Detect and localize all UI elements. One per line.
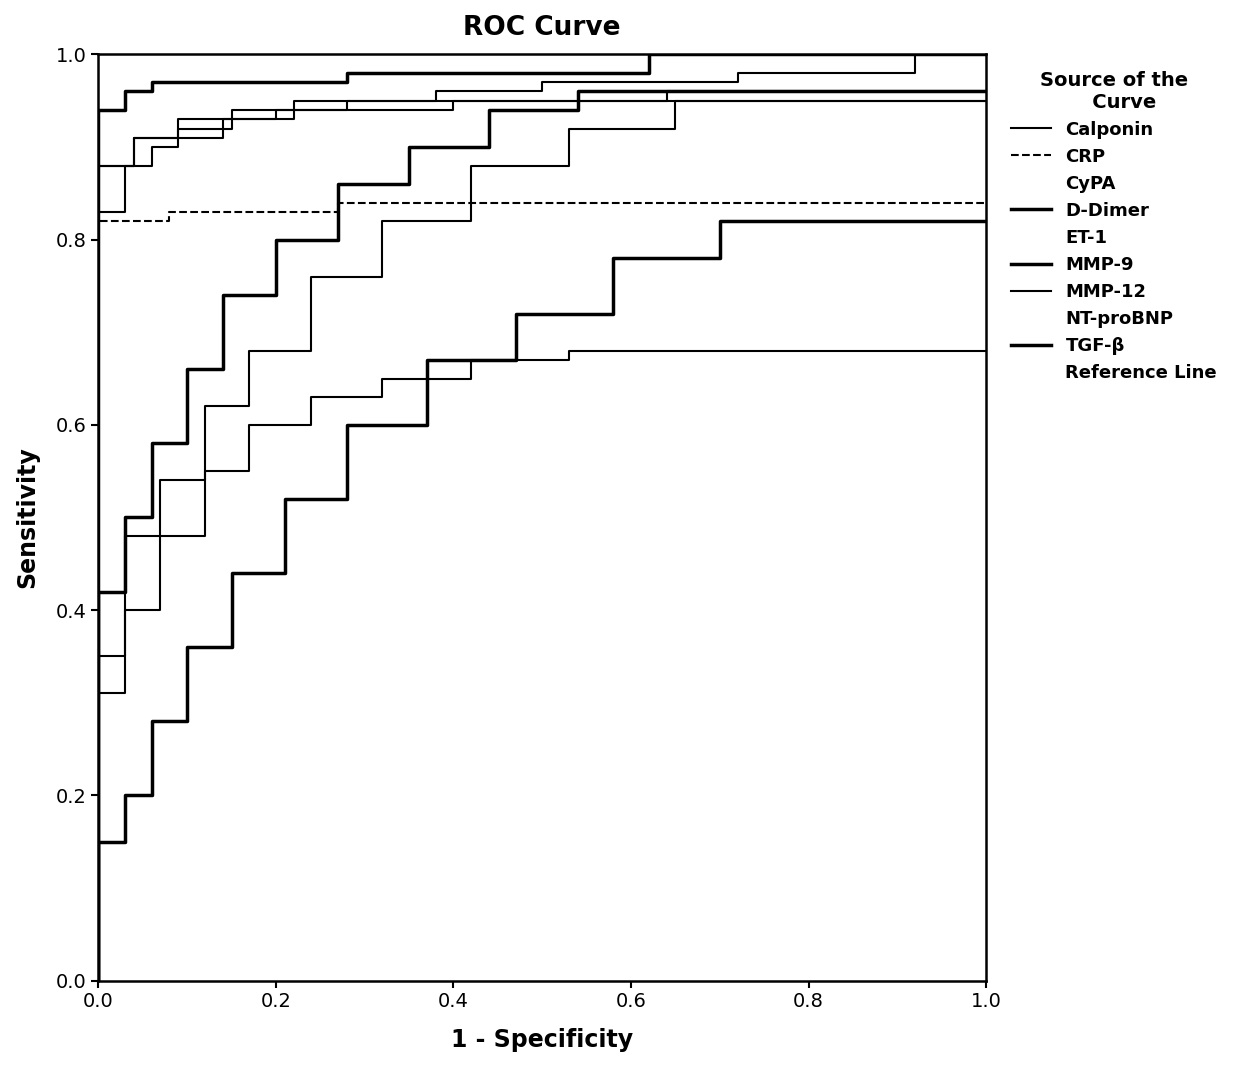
Y-axis label: Sensitivity: Sensitivity <box>15 447 38 588</box>
Title: ROC Curve: ROC Curve <box>464 15 621 41</box>
X-axis label: 1 - Specificity: 1 - Specificity <box>451 1028 634 1052</box>
Legend: Calponin, CRP, CyPA, D-Dimer, ET-1, MMP-9, MMP-12, NT-proBNP, TGF-β, Reference L: Calponin, CRP, CyPA, D-Dimer, ET-1, MMP-… <box>1004 63 1224 389</box>
